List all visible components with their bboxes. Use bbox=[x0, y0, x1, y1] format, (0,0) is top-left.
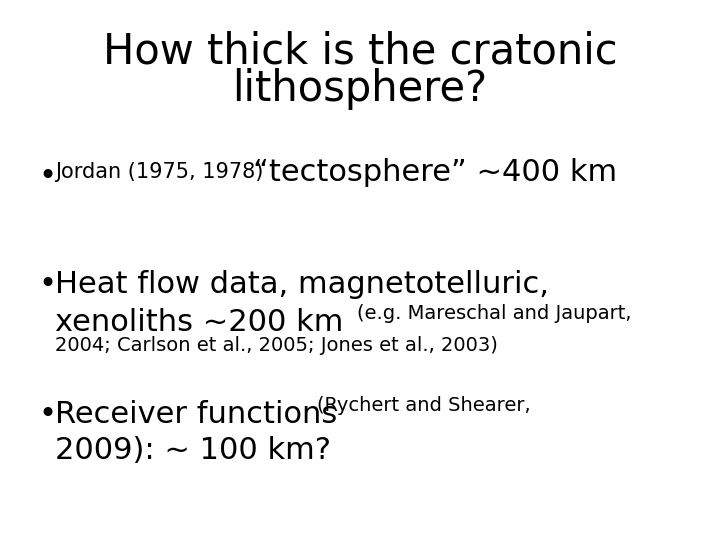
Text: •: • bbox=[38, 162, 56, 191]
Text: •: • bbox=[38, 400, 56, 429]
Text: “tectosphere” ~400 km: “tectosphere” ~400 km bbox=[253, 158, 617, 187]
Text: 2009): ~ 100 km?: 2009): ~ 100 km? bbox=[55, 436, 331, 465]
Text: Heat flow data, magnetotelluric,: Heat flow data, magnetotelluric, bbox=[55, 270, 549, 299]
Text: How thick is the cratonic: How thick is the cratonic bbox=[103, 30, 617, 72]
Text: Jordan (1975, 1978): Jordan (1975, 1978) bbox=[55, 162, 268, 182]
Text: •: • bbox=[38, 270, 56, 299]
Text: xenoliths ~200 km: xenoliths ~200 km bbox=[55, 308, 343, 337]
Text: (e.g. Mareschal and Jaupart,: (e.g. Mareschal and Jaupart, bbox=[357, 304, 631, 323]
Text: lithosphere?: lithosphere? bbox=[233, 68, 487, 110]
Text: 2004; Carlson et al., 2005; Jones et al., 2003): 2004; Carlson et al., 2005; Jones et al.… bbox=[55, 336, 498, 355]
Text: (Rychert and Shearer,: (Rychert and Shearer, bbox=[317, 396, 531, 415]
Text: Receiver functions: Receiver functions bbox=[55, 400, 337, 429]
